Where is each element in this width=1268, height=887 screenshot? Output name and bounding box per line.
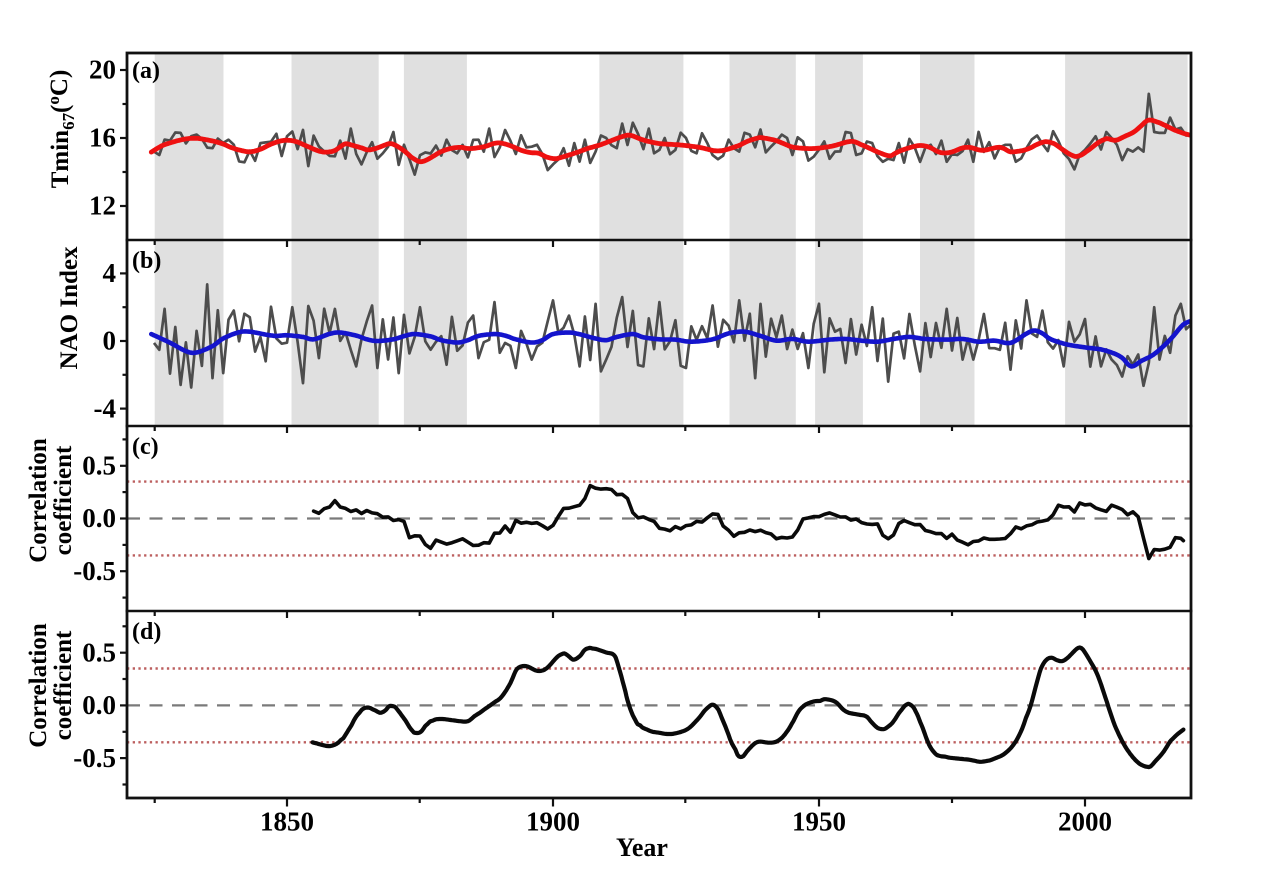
- svg-text:0: 0: [103, 326, 117, 356]
- svg-text:-0.5: -0.5: [73, 556, 116, 586]
- svg-text:(d): (d): [132, 619, 161, 645]
- svg-text:1950: 1950: [792, 807, 846, 837]
- svg-text:2000: 2000: [1058, 807, 1112, 837]
- svg-text:12: 12: [89, 191, 116, 221]
- svg-text:Tmin67(oC): Tmin67(oC): [44, 70, 78, 189]
- svg-text:-0.5: -0.5: [73, 743, 116, 773]
- svg-text:0.5: 0.5: [82, 450, 116, 480]
- svg-text:coefficient: coefficient: [50, 630, 77, 740]
- svg-text:1850: 1850: [260, 807, 314, 837]
- svg-text:0.5: 0.5: [82, 637, 116, 667]
- svg-text:Correlation: Correlation: [25, 438, 52, 563]
- svg-text:Correlation: Correlation: [25, 623, 52, 748]
- svg-text:-4: -4: [94, 393, 117, 423]
- svg-text:0.0: 0.0: [82, 503, 116, 533]
- svg-text:(a): (a): [132, 58, 160, 84]
- svg-text:NAO Index: NAO Index: [56, 246, 83, 369]
- svg-text:1900: 1900: [526, 807, 580, 837]
- svg-text:20: 20: [89, 55, 116, 85]
- svg-text:(b): (b): [132, 248, 161, 274]
- svg-text:0.0: 0.0: [82, 690, 116, 720]
- svg-text:(c): (c): [132, 434, 159, 460]
- svg-text:4: 4: [103, 258, 117, 288]
- svg-text:Year: Year: [616, 833, 668, 862]
- svg-text:coefficient: coefficient: [50, 445, 77, 555]
- svg-text:16: 16: [89, 123, 116, 153]
